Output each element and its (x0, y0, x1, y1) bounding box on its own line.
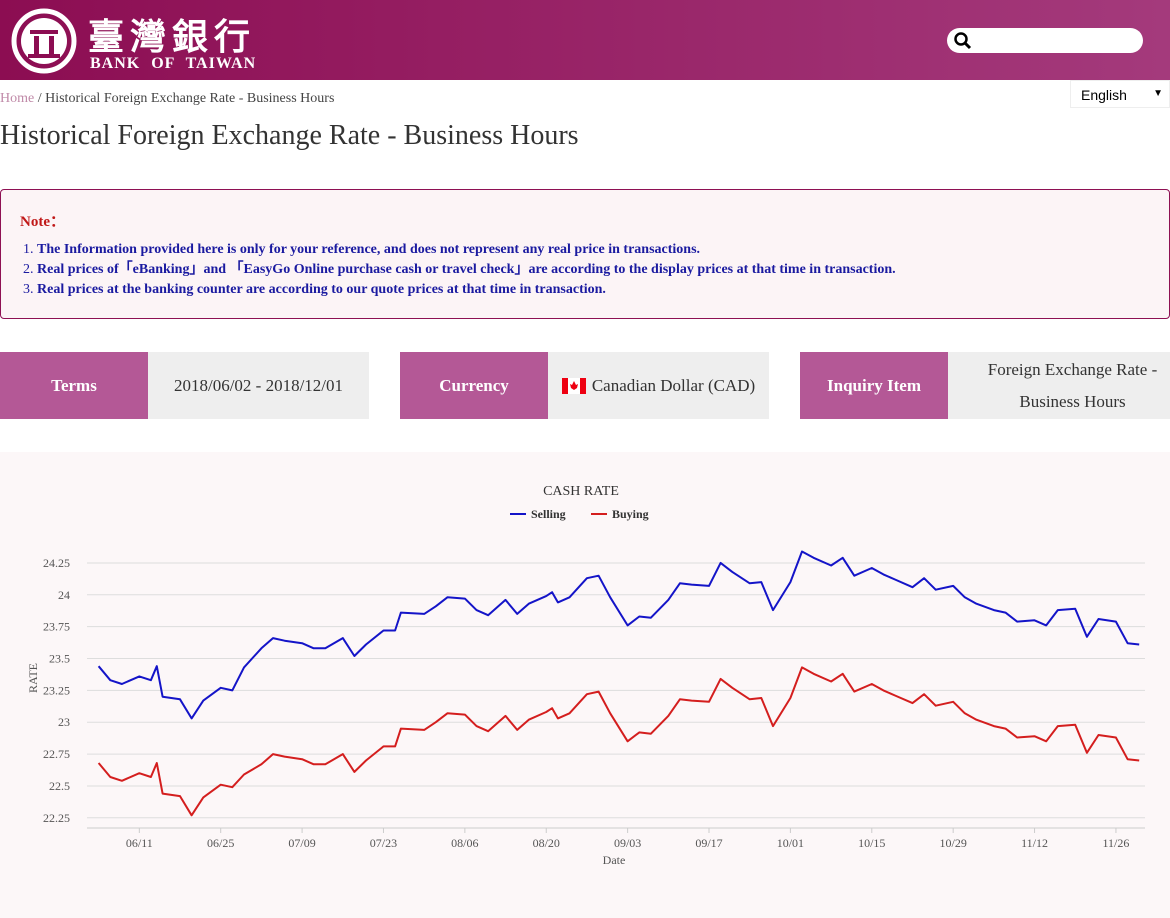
query-currency: Currency Canadian Dollar (CAD) (400, 352, 769, 419)
chart-title: CASH RATE (543, 484, 619, 499)
chart: CASH RATE Date RATE 22.25 22.5 22.75 23 23.2… (26, 484, 1145, 867)
series-line (97, 666, 1140, 817)
logo-emblem (11, 8, 77, 74)
search-box[interactable] (947, 28, 1143, 53)
query-value-box: Canadian Dollar (CAD) (548, 352, 769, 419)
query-value: 2018/06/02 - 2018/12/01 (148, 352, 369, 419)
query-terms: Terms 2018/06/02 - 2018/12/01 (0, 352, 369, 419)
legend-item: Buying (591, 507, 649, 521)
logo-subtitle: BANK OF TAIWAN (90, 55, 257, 72)
logo-title: 臺灣銀行 (88, 17, 257, 57)
x-tick-label: 10/15 (858, 836, 885, 850)
y-tick-label: 23.5 (49, 652, 70, 666)
query-value: Foreign Exchange Rate - Business Hours (948, 352, 1170, 419)
search-icon (954, 32, 972, 50)
y-tick-label: 23 (58, 715, 70, 729)
note-item: Real prices of「eBanking」and 「EasyGo Onli… (37, 260, 896, 280)
y-tick-label: 24.25 (43, 556, 70, 570)
y-tick-label: 23.25 (43, 683, 70, 697)
query-item: Inquiry Item Foreign Exchange Rate - Busi… (800, 352, 1170, 419)
x-tick-label: 06/11 (126, 836, 153, 850)
x-tick-label: 07/23 (370, 836, 397, 850)
query-label: Terms (0, 352, 148, 419)
note-item: The Information provided here is only fo… (37, 240, 896, 260)
note-heading: Note： (20, 214, 65, 230)
x-tick-label: 09/03 (614, 836, 641, 850)
x-tick-label: 07/09 (288, 836, 315, 850)
y-tick-label: 23.75 (43, 620, 70, 634)
x-tick-label: 11/12 (1021, 836, 1048, 850)
note-item: Real prices at the banking counter are a… (37, 280, 896, 300)
query-label: Currency (400, 352, 548, 419)
y-tick-label: 22.5 (49, 779, 70, 793)
y-axis-label: RATE (26, 663, 40, 693)
breadcrumb-home[interactable]: Home (0, 91, 35, 106)
x-tick-label: 10/29 (939, 836, 966, 850)
x-tick-label: 08/20 (533, 836, 560, 850)
legend-label: Buying (612, 507, 649, 521)
note-box: Note： The Information provided here is o… (0, 189, 1170, 319)
header: 臺灣銀行 BANK OF TAIWAN (0, 0, 1170, 80)
note-list: The Information provided here is only fo… (1, 240, 896, 300)
page-title: Historical Foreign Exchange Rate - Busin… (0, 120, 579, 151)
chart-area: CASH RATE Date RATE 22.25 22.5 22.75 23 23.2… (0, 452, 1170, 918)
x-tick-label: 10/01 (777, 836, 804, 850)
query-label: Inquiry Item (800, 352, 948, 419)
x-tick-label: 08/06 (451, 836, 478, 850)
x-tick-label: 09/17 (695, 836, 722, 850)
language: English (1081, 87, 1127, 103)
breadcrumb-current: Historical Foreign Exchange Rate - Busin… (45, 91, 335, 106)
flag-icon (561, 377, 586, 394)
y-tick-label: 24 (58, 588, 70, 602)
y-tick-label: 22.75 (43, 747, 70, 761)
x-tick-label: 11/26 (1102, 836, 1129, 850)
x-axis-label: Date (603, 853, 626, 867)
language-select[interactable]: English ▼ (1070, 80, 1170, 108)
breadcrumb-separator: / (37, 91, 42, 106)
series-line (97, 550, 1140, 720)
legend-item: Selling (510, 507, 566, 521)
breadcrumb: Home / Historical Foreign Exchange Rate … (0, 91, 334, 107)
legend-label: Selling (531, 507, 566, 521)
query-value: Canadian Dollar (CAD) (591, 375, 756, 395)
y-tick-label: 22.25 (43, 811, 70, 825)
x-tick-label: 06/25 (207, 836, 234, 850)
